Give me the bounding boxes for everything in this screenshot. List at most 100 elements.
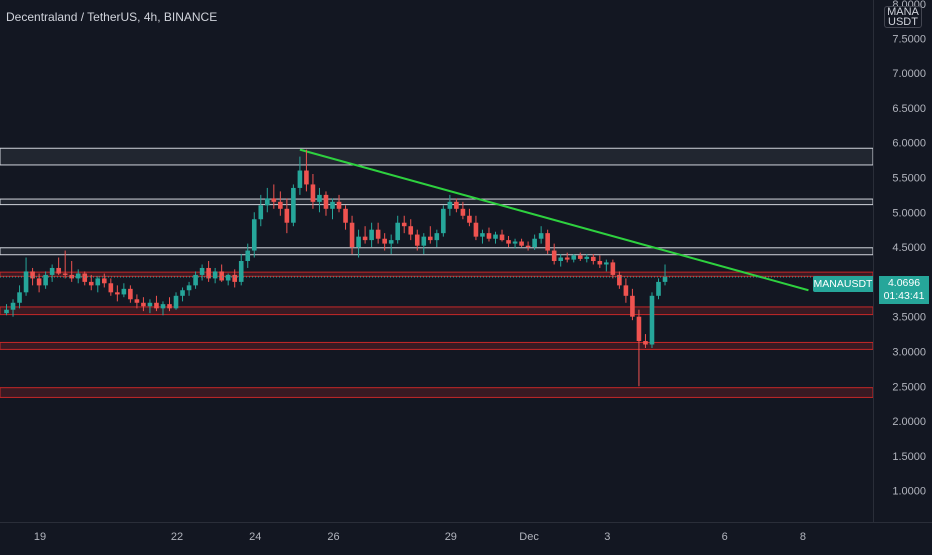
candle-44 xyxy=(291,184,296,227)
candle-16 xyxy=(108,278,114,296)
candle-9 xyxy=(62,250,68,279)
zone-box-1 xyxy=(0,198,874,206)
candle-body xyxy=(401,222,407,227)
candle-body xyxy=(512,241,518,244)
candle-28 xyxy=(186,281,192,296)
candle-55 xyxy=(362,226,368,244)
zone-box-5 xyxy=(0,341,874,350)
candle-body xyxy=(180,290,185,296)
candle-body xyxy=(414,234,420,246)
candle-70 xyxy=(460,201,466,220)
candle-body xyxy=(278,201,283,209)
candle-80 xyxy=(525,241,531,251)
candle-body xyxy=(577,255,583,259)
candle-body xyxy=(323,194,329,209)
candle-33 xyxy=(219,264,224,282)
candle-body xyxy=(173,295,179,309)
candle-body xyxy=(36,278,42,286)
candle-body xyxy=(310,184,316,202)
candle-21 xyxy=(141,297,146,312)
candle-75 xyxy=(493,231,498,244)
candle-body xyxy=(388,240,394,244)
candle-86 xyxy=(564,252,570,263)
candle-43 xyxy=(284,198,290,234)
trendline xyxy=(299,148,809,292)
candle-body xyxy=(128,288,133,300)
candle-body xyxy=(408,226,414,235)
candle-body xyxy=(441,208,446,234)
candle-91 xyxy=(597,255,603,268)
candle-14 xyxy=(95,276,101,293)
candle-body xyxy=(193,274,198,286)
candle-34 xyxy=(225,273,231,286)
candle-54 xyxy=(356,229,361,258)
candle-6 xyxy=(43,271,48,289)
candle-body xyxy=(506,240,511,244)
candle-body xyxy=(297,170,303,188)
candle-23 xyxy=(154,295,159,312)
candle-12 xyxy=(82,271,88,286)
candle-79 xyxy=(519,238,524,248)
candle-body xyxy=(460,208,466,216)
trendline-layer xyxy=(299,148,809,292)
time-tick-1: 22 xyxy=(171,531,183,543)
time-tick-4: 29 xyxy=(445,531,457,543)
candle-64 xyxy=(421,233,427,255)
candle-body xyxy=(382,238,387,244)
candle-body xyxy=(212,271,218,279)
candle-body xyxy=(238,261,244,282)
candle-body xyxy=(271,198,277,202)
candle-body xyxy=(467,215,472,223)
candle-29 xyxy=(193,271,198,289)
candle-95 xyxy=(623,278,629,303)
candle-body xyxy=(245,250,251,261)
candle-body xyxy=(623,285,629,296)
candle-body xyxy=(17,292,22,303)
price-tick-5: 5.0000 xyxy=(892,207,926,219)
currency-selector[interactable]: MANA USDT xyxy=(884,6,922,28)
candle-body xyxy=(95,278,101,286)
time-tick-3: 26 xyxy=(327,531,339,543)
candle-56 xyxy=(369,222,374,248)
candle-58 xyxy=(382,233,387,251)
candle-body xyxy=(610,262,616,275)
candle-body xyxy=(134,299,140,303)
candle-62 xyxy=(408,219,414,241)
candle-3 xyxy=(23,257,29,296)
candle-body xyxy=(571,255,577,260)
candle-99 xyxy=(649,292,655,348)
candle-body xyxy=(591,256,596,261)
candle-17 xyxy=(115,285,120,302)
candle-73 xyxy=(480,229,485,244)
candle-body xyxy=(330,201,335,209)
candle-88 xyxy=(577,252,583,261)
candle-body xyxy=(160,304,166,309)
candle-7 xyxy=(49,264,55,282)
candle-50 xyxy=(330,198,335,220)
candle-body xyxy=(584,256,590,259)
candle-body xyxy=(62,273,68,275)
candle-10 xyxy=(69,261,74,282)
candle-74 xyxy=(486,227,492,242)
candle-body xyxy=(336,201,342,209)
candle-body xyxy=(23,271,29,293)
price-tick-layer: 8.0000 7.5000 7.0000 6.5000 6.0000 5.5000 5.00… xyxy=(873,0,932,522)
candle-body xyxy=(604,262,609,265)
candle-body xyxy=(375,229,381,239)
candle-body xyxy=(167,304,172,309)
candle-94 xyxy=(617,271,622,289)
last-price-value: 4.0696 xyxy=(887,277,921,289)
candle-body xyxy=(219,271,224,281)
candle-49 xyxy=(323,191,329,216)
candle-body xyxy=(141,302,146,307)
candle-96 xyxy=(630,288,635,321)
time-tick-6: 3 xyxy=(604,531,610,543)
price-tick-8: 3.5000 xyxy=(892,312,926,324)
candle-body xyxy=(56,267,61,274)
candle-83 xyxy=(545,229,550,255)
candle-97 xyxy=(636,309,642,387)
candle-body xyxy=(251,219,257,251)
candle-body xyxy=(258,205,264,220)
